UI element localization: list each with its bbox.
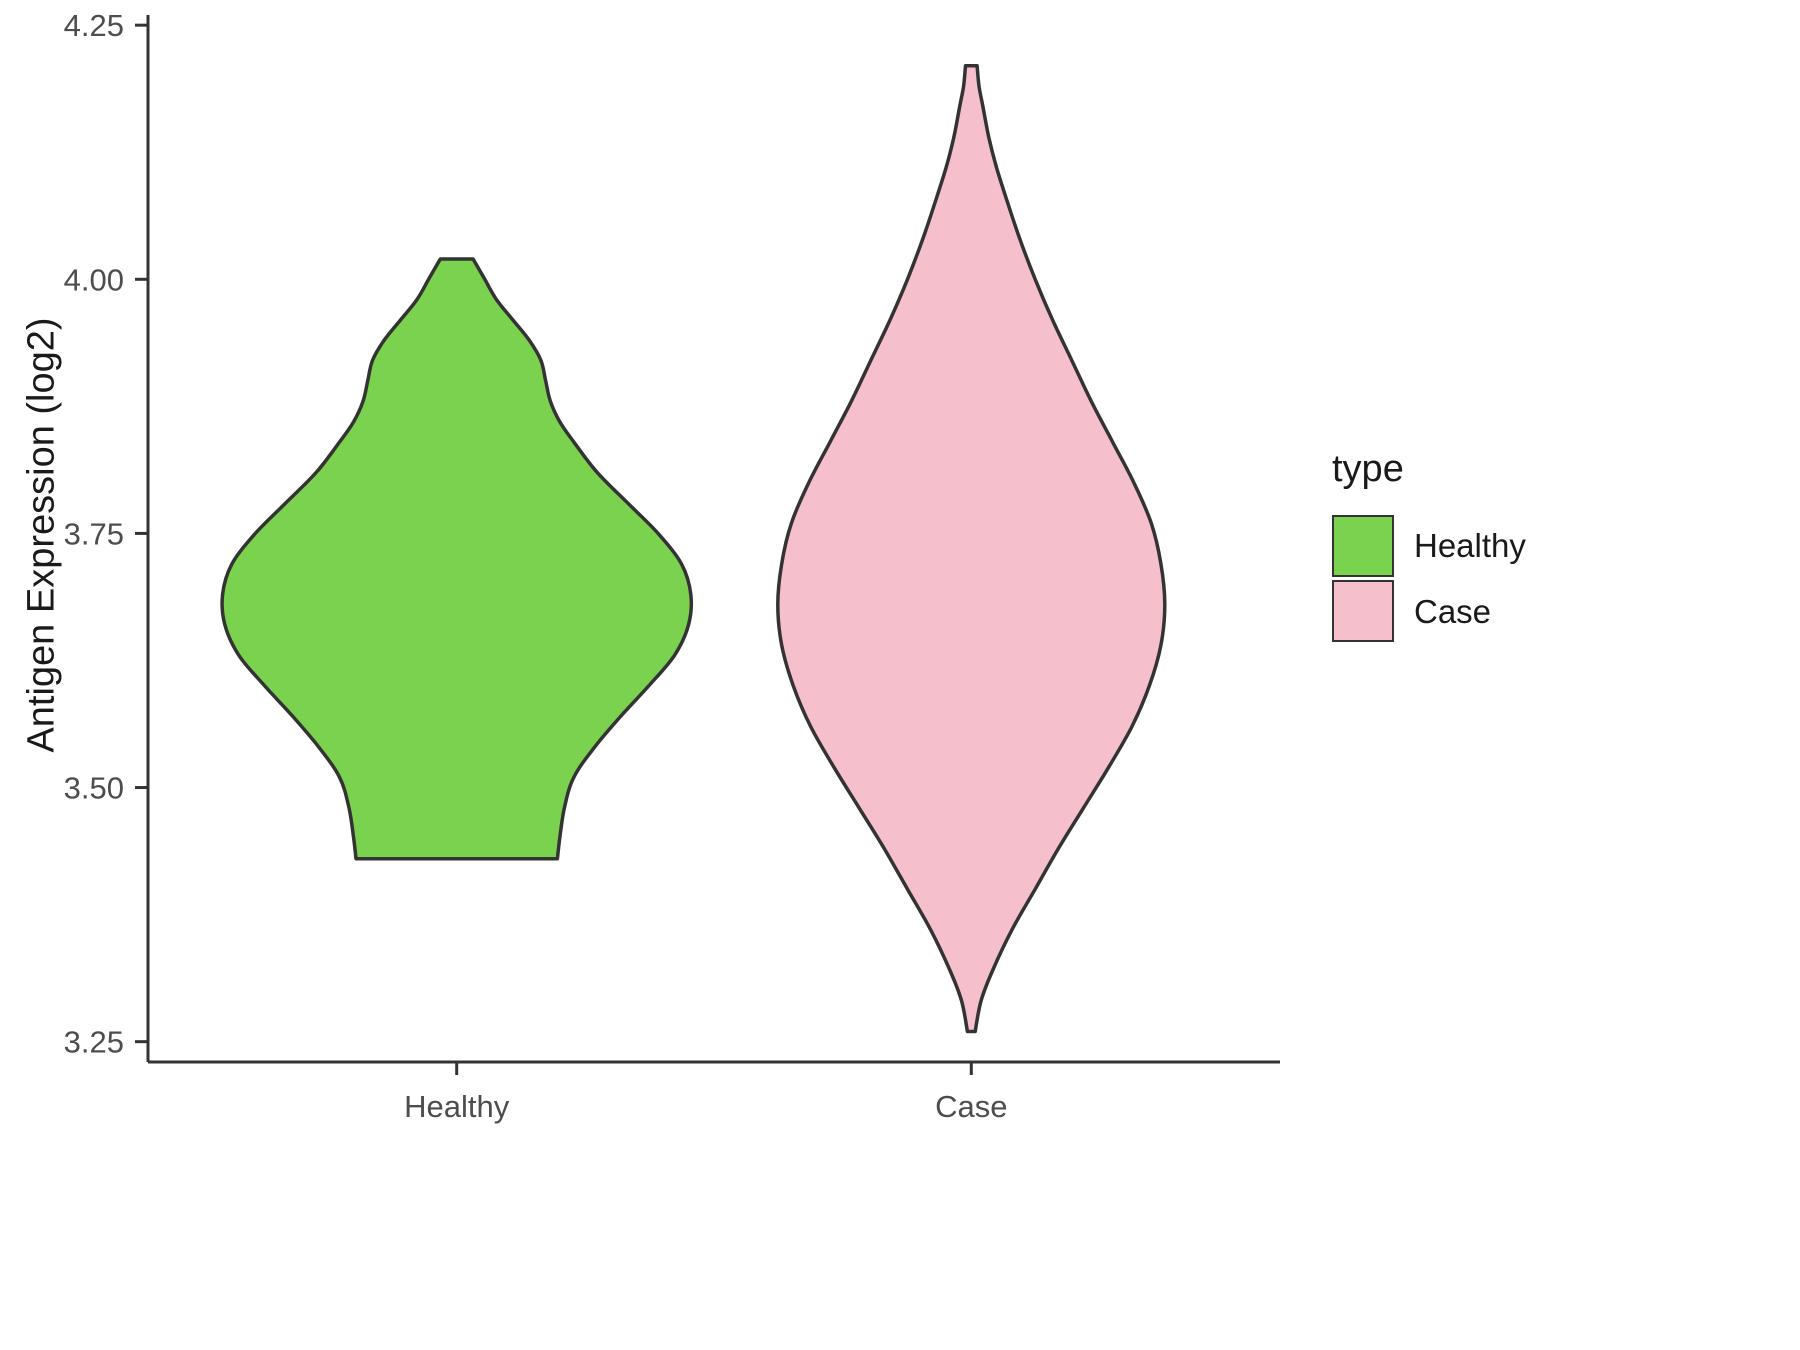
y-tick-label: 3.50	[64, 771, 124, 806]
legend-item-healthy: Healthy	[1332, 513, 1526, 579]
y-axis-title: Antigen Expression (log2)	[20, 317, 63, 753]
legend-label: Case	[1414, 593, 1492, 630]
x-tick-label: Healthy	[404, 1089, 510, 1124]
y-tick-label: 4.25	[64, 8, 124, 43]
violin-healthy	[220, 257, 694, 861]
legend-title: type	[1332, 448, 1404, 490]
y-tick-label: 3.75	[64, 516, 124, 551]
legend: type Healthy Case	[1332, 448, 1526, 645]
y-tick-label: 4.00	[64, 262, 124, 297]
legend-item-case: Case	[1332, 579, 1526, 645]
y-tick-label: 3.25	[64, 1025, 124, 1060]
legend-label: Healthy	[1414, 527, 1526, 564]
legend-key-healthy	[1332, 515, 1394, 577]
legend-key-case	[1332, 580, 1394, 642]
legend-items: Healthy Case	[1332, 513, 1526, 645]
violin-case	[776, 64, 1167, 1034]
x-tick-label: Case	[935, 1089, 1007, 1124]
